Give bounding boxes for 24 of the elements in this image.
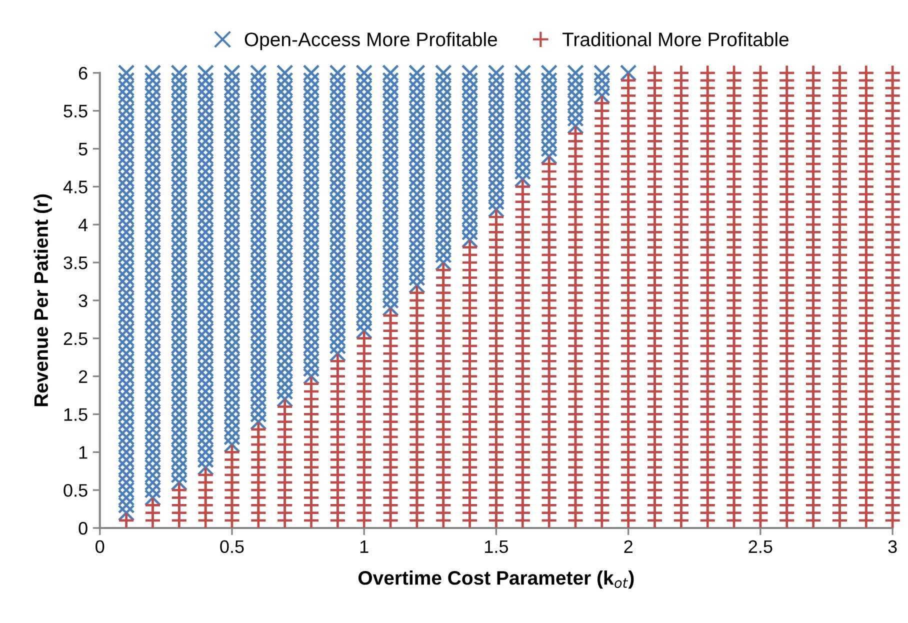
y-axis-title: Revenue Per Patient (r) [34,194,52,406]
y-tick-label: 0.5 [64,484,88,497]
y-tick-label: 1 [79,446,88,459]
legend-label: Open-Access More Profitable [244,32,498,50]
x-tick-label: 1 [360,540,368,553]
y-tick-label: 5.5 [64,104,88,118]
legend-label: Traditional More Profitable [562,32,788,46]
y-tick-label: 4.5 [63,180,88,194]
y-tick-label: 6 [78,66,88,80]
y-tick-label: 2.5 [64,332,88,346]
x-tick-label: 1.5 [485,540,508,554]
y-tick-label: 5 [78,142,88,156]
x-axis-title: Overtime Cost Parameter (k$_{ot}$) [358,570,634,589]
x-tick-label: 0 [96,540,104,554]
y-tick-label: 3 [78,294,88,308]
y-tick-label: 1.5 [64,408,88,421]
y-tick-label: 2 [78,370,88,383]
x-tick-label: 0.5 [220,540,244,554]
x-tick-label: 3 [888,540,897,554]
y-tick-label: 4 [78,218,88,232]
x-tick-label: 2 [624,540,632,553]
y-tick-label: 0 [78,522,88,535]
x-tick-label: 2.5 [748,540,772,554]
y-tick-label: 3.5 [64,256,88,270]
